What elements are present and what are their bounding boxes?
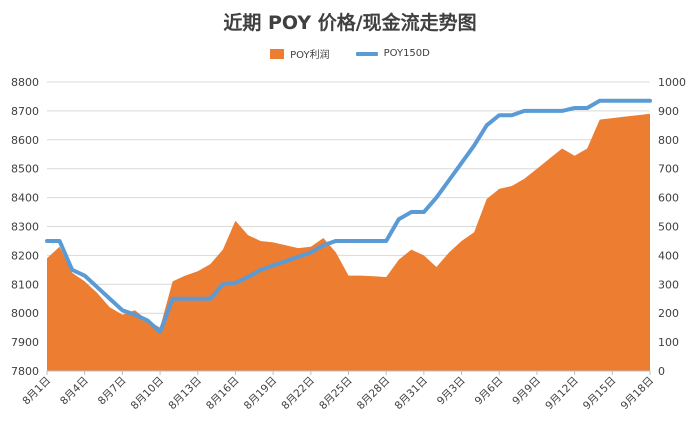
y-right-tick-label: 0 bbox=[658, 365, 665, 378]
y-right-tick-label: 600 bbox=[658, 192, 679, 205]
y-left-tick-label: 8500 bbox=[11, 163, 39, 176]
legend: POY利润 POY150D bbox=[0, 46, 700, 61]
x-tick-label: 9月6日 bbox=[473, 375, 506, 408]
y-left-tick-label: 8800 bbox=[11, 76, 39, 89]
x-tick-label: 9月3日 bbox=[435, 375, 468, 408]
x-tick-label: 9月12日 bbox=[543, 375, 581, 413]
y-left-tick-label: 7800 bbox=[11, 365, 39, 378]
x-tick-label: 8月1日 bbox=[20, 375, 53, 408]
y-left-tick-label: 8200 bbox=[11, 249, 39, 262]
y-right-tick-label: 200 bbox=[658, 307, 679, 320]
x-tick-label: 8月10日 bbox=[129, 375, 167, 413]
y-left-tick-label: 7900 bbox=[11, 336, 39, 349]
x-tick-label: 8月19日 bbox=[242, 375, 280, 413]
y-left-tick-label: 8700 bbox=[11, 105, 39, 118]
x-tick-label: 8月25日 bbox=[317, 375, 355, 413]
legend-item-price: POY150D bbox=[355, 48, 430, 59]
chart-title: 近期 POY 价格/现金流走势图 bbox=[223, 12, 477, 34]
y-right-tick-label: 400 bbox=[658, 249, 679, 262]
y-right-tick-label: 800 bbox=[658, 134, 679, 147]
legend-swatch-price bbox=[355, 51, 378, 56]
y-left-tick-label: 8300 bbox=[11, 221, 39, 234]
x-tick-label: 9月18日 bbox=[619, 375, 657, 413]
legend-item-profit: POY利润 bbox=[270, 46, 330, 61]
y-right-tick-label: 100 bbox=[658, 336, 679, 349]
legend-label-profit: POY利润 bbox=[290, 50, 330, 61]
x-tick-label: 8月28日 bbox=[355, 375, 393, 413]
y-right-tick-label: 1000 bbox=[658, 76, 686, 89]
x-tick-label: 9月15日 bbox=[581, 375, 619, 413]
x-tick-label: 8月22日 bbox=[279, 375, 317, 413]
series-line-price bbox=[45, 98, 652, 334]
y-right-tick-label: 700 bbox=[658, 163, 679, 176]
x-tick-label: 8月13日 bbox=[166, 375, 204, 413]
y-left-tick-label: 8100 bbox=[11, 278, 39, 291]
x-tick-label: 8月7日 bbox=[96, 375, 129, 408]
x-tick-label: 8月16日 bbox=[204, 375, 242, 413]
x-tick-label: 8月4日 bbox=[58, 375, 91, 408]
y-right-tick-label: 300 bbox=[658, 278, 679, 291]
y-left-tick-label: 8000 bbox=[11, 307, 39, 320]
series-area-profit bbox=[47, 113, 650, 371]
legend-swatch-profit bbox=[270, 48, 285, 59]
y-right-tick-label: 900 bbox=[658, 105, 679, 118]
y-left-tick-label: 8600 bbox=[11, 134, 39, 147]
x-tick-label: 8月31日 bbox=[392, 375, 430, 413]
legend-label-price: POY150D bbox=[383, 48, 430, 59]
y-right-tick-label: 500 bbox=[658, 221, 679, 234]
x-tick-label: 9月9日 bbox=[510, 375, 543, 408]
y-left-tick-label: 8400 bbox=[11, 192, 39, 205]
